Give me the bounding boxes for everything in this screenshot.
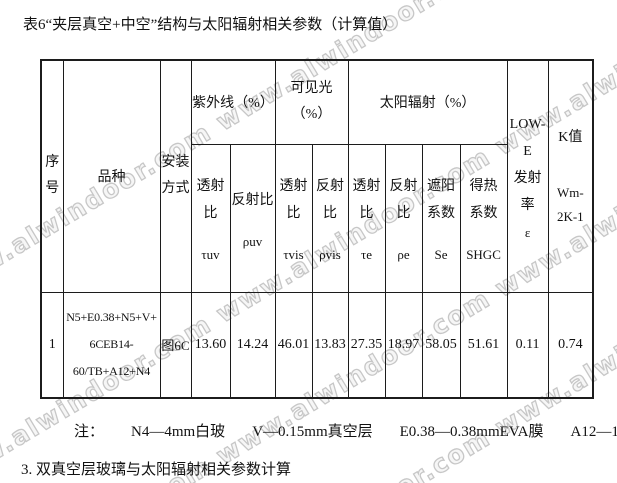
header-kvalue-label: K值	[558, 129, 583, 145]
header-visible-group-label: 可见光 （%）	[290, 81, 333, 123]
header-index-label: 序 号	[45, 155, 60, 197]
subheader-cell-tau-vis: 透射 比 τvis	[274, 143, 313, 293]
data-cell-tau-vis: 46.01	[274, 291, 313, 399]
section-heading: 3. 双真空层玻璃与太阳辐射相关参数计算	[21, 462, 292, 478]
data-cell-tau-e: 27.35	[347, 291, 386, 399]
header-lowe-label: LOW-E 发射 率	[509, 117, 546, 214]
subheader-cell-shgc: 得热 系数 SHGC	[459, 143, 508, 293]
header-cell-visible-group: 可见光 （%）	[274, 59, 349, 145]
subheader-shgc-label: 得热 系数	[469, 179, 498, 221]
header-lowe-symbol: ε	[524, 225, 531, 241]
data-cell-index: 1	[40, 291, 64, 399]
subheader-rho-uv-label: 反射比	[231, 192, 274, 208]
header-cell-solar-group: 太阳辐射（%）	[347, 59, 508, 145]
install-value: 图6C	[161, 338, 190, 354]
subheader-tau-uv-symbol: τuv	[201, 247, 220, 262]
data-cell-rho-uv: 14.24	[229, 291, 276, 399]
page-title: 表6“夹层真空+中空”结构与太阳辐射相关参数（计算值）	[23, 17, 398, 33]
subheader-rho-e-symbol: ρe	[397, 247, 410, 262]
subheader-cell-rho-e: 反射 比 ρe	[384, 143, 423, 293]
data-cell-rho-e: 18.97	[384, 291, 423, 399]
data-cell-shgc: 51.61	[459, 291, 508, 399]
header-cell-kvalue: K值 Wm- 2K-1	[547, 59, 594, 293]
data-cell-kvalue: 0.74	[547, 291, 594, 399]
header-cell-index: 序 号	[40, 59, 64, 293]
data-cell-variety: N5+E0.38+N5+V+ 6CEB14- 60/TB+A12+N4	[62, 291, 161, 399]
header-solar-group-label: 太阳辐射（%）	[379, 96, 476, 112]
header-kvalue-unit: Wm- 2K-1	[556, 184, 584, 224]
data-cell-tau-uv: 13.60	[190, 291, 231, 399]
subheader-tau-vis-label: 透射 比	[279, 179, 308, 221]
subheader-cell-rho-vis: 反射 比 ρvis	[311, 143, 349, 293]
note-line: 注： N4—4mm白玻 V—0.15mm真空层 E0.38—0.38mmEVA膜…	[74, 420, 617, 441]
subheader-tau-vis-symbol: τvis	[283, 247, 304, 262]
data-cell-lowe: 0.11	[506, 291, 549, 399]
note-item: V—0.15mm真空层	[252, 424, 373, 440]
note-item: A12—12mm空气	[570, 424, 617, 440]
subheader-shgc-symbol: SHGC	[466, 247, 501, 262]
subheader-rho-uv-symbol: ρuv	[242, 233, 263, 249]
header-install-label: 安装 方式	[161, 155, 190, 197]
subheader-cell-se: 遮阳 系数 Se	[421, 143, 461, 293]
note-item: N4—4mm白玻	[131, 424, 226, 440]
subheader-tau-uv-label: 透射 比	[196, 179, 225, 221]
header-cell-install: 安装 方式	[159, 59, 192, 293]
subheader-tau-e-symbol: τe	[361, 247, 373, 262]
header-cell-uv-group: 紫外线（%）	[190, 59, 276, 145]
variety-value: N5+E0.38+N5+V+ 6CEB14- 60/TB+A12+N4	[66, 310, 157, 379]
subheader-cell-tau-e: 透射 比 τe	[347, 143, 386, 293]
data-cell-install: 图6C	[159, 291, 192, 399]
data-cell-se: 58.05	[421, 291, 461, 399]
subheader-rho-vis-symbol: ρvis	[319, 247, 341, 262]
subheader-se-symbol: Se	[434, 247, 448, 262]
note-label: 注：	[74, 424, 105, 440]
data-cell-rho-vis: 13.83	[311, 291, 349, 399]
subheader-se-label: 遮阳 系数	[427, 179, 456, 221]
header-uv-group-label: 紫外线（%）	[192, 96, 274, 112]
subheader-rho-vis-label: 反射 比	[316, 179, 345, 221]
subheader-cell-tau-uv: 透射 比 τuv	[190, 143, 231, 293]
header-cell-variety: 品种	[62, 59, 161, 293]
header-variety-label: 品种	[97, 170, 126, 186]
header-cell-lowe: LOW-E 发射 率 ε	[506, 59, 549, 293]
subheader-tau-e-label: 透射 比	[352, 179, 381, 221]
note-item: E0.38—0.38mmEVA膜	[399, 424, 544, 440]
subheader-cell-rho-uv: 反射比 ρuv	[229, 143, 276, 293]
parameters-table: 序 号 品种 安装 方式 紫外线（%） 可见光 （%） 太阳辐射（%） LOW-…	[40, 59, 595, 399]
subheader-rho-e-label: 反射 比	[389, 179, 418, 221]
